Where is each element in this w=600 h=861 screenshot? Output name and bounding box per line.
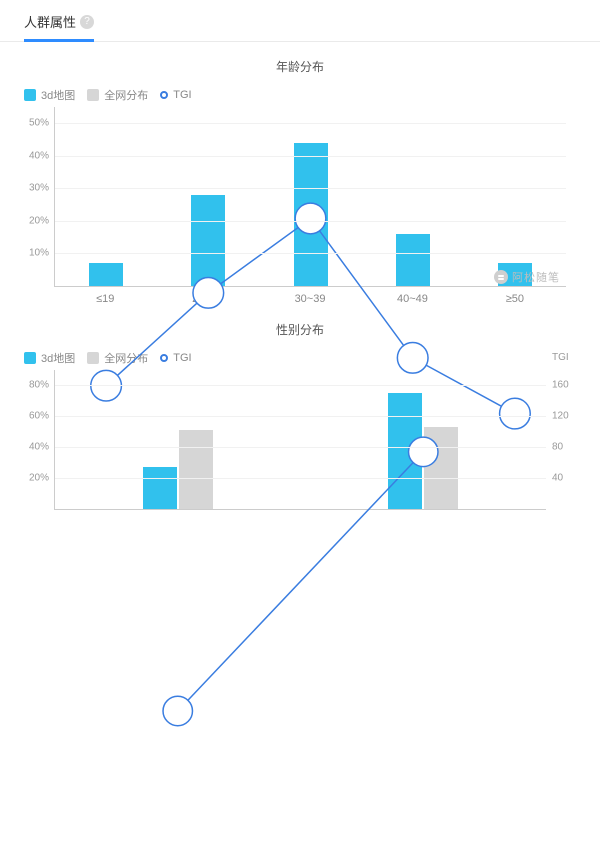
bar-slot (464, 107, 566, 286)
gridline (55, 156, 566, 157)
swatch-secondary (87, 89, 99, 101)
ytick-label: 60% (11, 411, 49, 422)
legend-item-3dmap[interactable]: 3d地图 (24, 87, 75, 103)
xtick-label: 30~39 (259, 293, 361, 305)
legend-item-3dmap[interactable]: 3d地图 (24, 350, 75, 366)
bar[interactable] (294, 143, 328, 286)
swatch-ring (160, 91, 168, 99)
legend-item-network[interactable]: 全网分布 (87, 350, 148, 366)
bar-slot (55, 370, 301, 509)
y2tick-label: 120 (552, 411, 590, 422)
gridline (55, 478, 546, 479)
tgi-marker[interactable] (163, 696, 192, 725)
xtick-label: ≤19 (54, 293, 156, 305)
bar-slot (362, 107, 464, 286)
legend-label: TGI (173, 89, 191, 101)
y2-axis-title: TGI (552, 352, 590, 363)
gender-legend: 3d地图 全网分布 TGI (0, 346, 600, 370)
gridline (55, 221, 566, 222)
bar-primary[interactable] (143, 467, 177, 509)
gender-xaxis (0, 510, 600, 516)
bar-secondary[interactable] (179, 430, 213, 509)
swatch-ring (160, 354, 168, 362)
y2tick-label: 80 (552, 442, 590, 453)
help-icon[interactable]: ? (80, 15, 94, 29)
gridline (55, 416, 546, 417)
swatch-primary (24, 352, 36, 364)
tab-label: 人群属性 (24, 12, 76, 31)
legend-label: 3d地图 (41, 87, 75, 103)
y2tick-label: 40 (552, 473, 590, 484)
bar-slot (157, 107, 259, 286)
gridline (55, 188, 566, 189)
age-chart: 10%20%30%40%50% 阿松随笔 (0, 107, 600, 287)
bar-slot (55, 107, 157, 286)
gender-bars (55, 370, 546, 509)
gridline (55, 123, 566, 124)
ytick-label: 20% (11, 215, 49, 226)
gender-plot-area: TGI 20%40%60%80%4080120160 (54, 370, 546, 510)
swatch-secondary (87, 352, 99, 364)
legend-label: 全网分布 (104, 87, 148, 103)
legend-item-tgi[interactable]: TGI (160, 89, 191, 101)
ytick-label: 20% (11, 473, 49, 484)
gridline (55, 253, 566, 254)
gender-chart-title: 性别分布 (0, 321, 600, 338)
age-chart-title: 年龄分布 (0, 58, 600, 75)
y2tick-label: 160 (552, 380, 590, 391)
legend-item-network[interactable]: 全网分布 (87, 87, 148, 103)
swatch-primary (24, 89, 36, 101)
bar[interactable] (89, 263, 123, 286)
watermark-text: 阿松随笔 (512, 269, 560, 285)
bar-slot (301, 370, 547, 509)
legend-label: 全网分布 (104, 350, 148, 366)
legend-label: TGI (173, 352, 191, 364)
watermark: 阿松随笔 (494, 269, 560, 285)
bar[interactable] (191, 195, 225, 286)
ytick-label: 10% (11, 248, 49, 259)
tabs: 人群属性 ? (0, 0, 600, 42)
ytick-label: 80% (11, 380, 49, 391)
legend-label: 3d地图 (41, 350, 75, 366)
age-legend: 3d地图 全网分布 TGI (0, 83, 600, 107)
bar-slot (259, 107, 361, 286)
gridline (55, 385, 546, 386)
gender-chart: TGI 20%40%60%80%4080120160 (0, 370, 600, 510)
bar-primary[interactable] (388, 393, 422, 509)
ytick-label: 30% (11, 183, 49, 194)
xtick-label: ≥50 (464, 293, 566, 305)
wechat-icon (494, 270, 508, 284)
tab-audience-attributes[interactable]: 人群属性 ? (24, 12, 94, 42)
bar[interactable] (396, 234, 430, 286)
ytick-label: 50% (11, 118, 49, 129)
age-xaxis: ≤1920~2930~3940~49≥50 (0, 287, 600, 305)
ytick-label: 40% (11, 442, 49, 453)
xtick-label: 20~29 (156, 293, 258, 305)
gridline (55, 447, 546, 448)
ytick-label: 40% (11, 150, 49, 161)
bar-secondary[interactable] (424, 427, 458, 509)
age-bars (55, 107, 566, 286)
legend-item-tgi[interactable]: TGI (160, 352, 191, 364)
age-plot-area: 10%20%30%40%50% (54, 107, 566, 287)
xtick-label: 40~49 (361, 293, 463, 305)
